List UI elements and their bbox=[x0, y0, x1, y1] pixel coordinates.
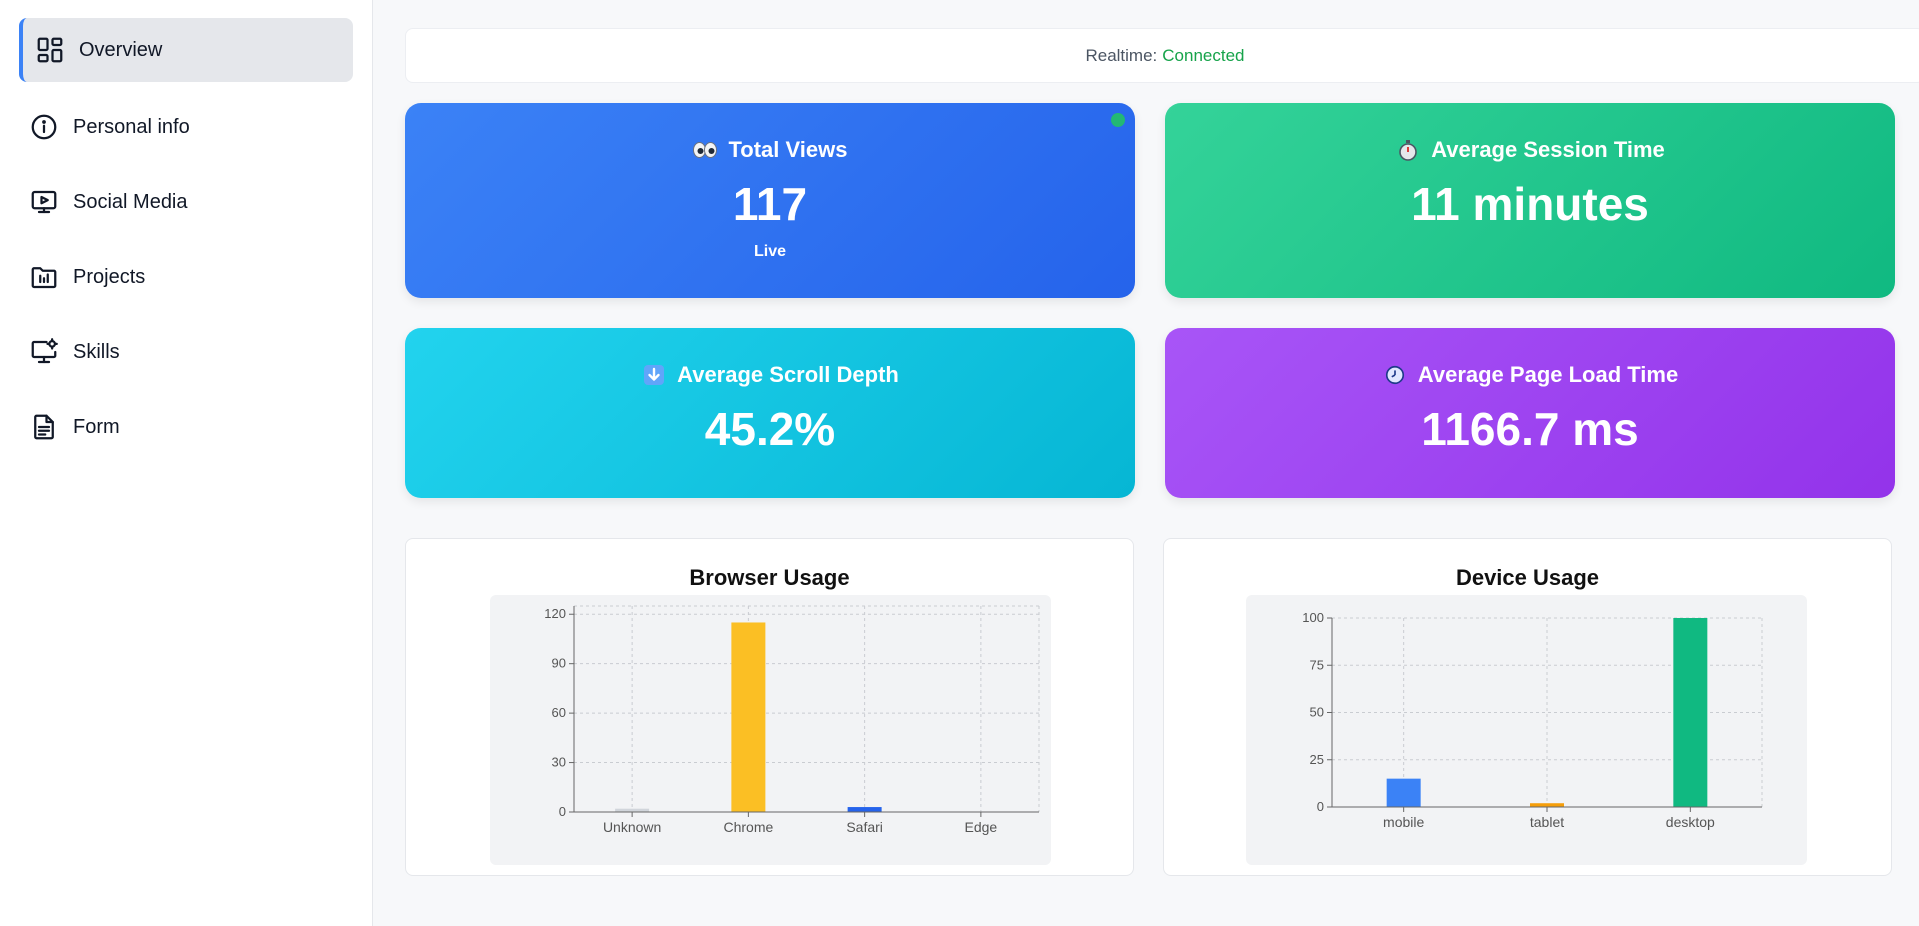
bar-tablet bbox=[1530, 803, 1564, 807]
dashboard-icon bbox=[35, 35, 65, 65]
device-usage-chart: 0 25 50 75 100 mobile tablet desktop bbox=[1302, 610, 1763, 830]
x-tick-label: Edge bbox=[965, 819, 998, 835]
session-time-value: 11 minutes bbox=[1411, 178, 1649, 230]
page-load-value: 1166.7 ms bbox=[1421, 403, 1639, 455]
clock-icon bbox=[1382, 362, 1408, 388]
sidebar-item-form[interactable]: Form bbox=[19, 395, 353, 459]
bar-unknown bbox=[615, 808, 650, 812]
bar-chrome bbox=[731, 622, 766, 812]
page-load-title: Average Page Load Time bbox=[1417, 362, 1679, 387]
scroll-depth-card: Average Scroll Depth 45.2% bbox=[405, 328, 1135, 498]
sidebar-item-personal-info[interactable]: Personal info bbox=[19, 95, 353, 159]
sidebar-item-label: Personal info bbox=[73, 115, 190, 138]
bar-desktop bbox=[1673, 618, 1708, 807]
device-usage-panel: Device Usage 0 25 50 75 100 mobile tablet deskt… bbox=[1163, 538, 1892, 876]
x-tick-label: Unknown bbox=[603, 819, 661, 835]
folder-chart-icon bbox=[29, 262, 59, 292]
sidebar-item-label: Overview bbox=[79, 38, 163, 61]
device-usage-chart-area: 0 25 50 75 100 mobile tablet desktop bbox=[1246, 595, 1807, 865]
total-views-title: Total Views bbox=[728, 137, 848, 162]
monitor-play-icon bbox=[29, 187, 59, 217]
bar-mobile bbox=[1386, 778, 1421, 807]
browser-usage-title: Browser Usage bbox=[689, 565, 850, 590]
x-tick-label: Chrome bbox=[723, 819, 773, 835]
browser-usage-panel: Browser Usage 0 30 60 90 120 Unknown Chrome Saf… bbox=[405, 538, 1134, 876]
page-load-card: Average Page Load Time 1166.7 ms bbox=[1165, 328, 1895, 498]
y-tick-label: 0 bbox=[1317, 799, 1324, 814]
bar-safari bbox=[847, 807, 882, 812]
y-tick-label: 30 bbox=[552, 755, 566, 770]
y-tick-label: 0 bbox=[559, 804, 566, 819]
scroll-depth-title: Average Scroll Depth bbox=[677, 362, 899, 387]
sidebar-item-projects[interactable]: Projects bbox=[19, 245, 353, 309]
monitor-gear-icon bbox=[29, 337, 59, 367]
realtime-label: Realtime: bbox=[1085, 45, 1158, 65]
y-tick-label: 120 bbox=[544, 606, 566, 621]
session-time-card: Average Session Time 11 minutes bbox=[1165, 103, 1895, 298]
sidebar-item-overview[interactable]: Overview bbox=[19, 18, 353, 82]
x-tick-label: tablet bbox=[1530, 814, 1564, 830]
sidebar-item-label: Skills bbox=[73, 340, 120, 363]
total-views-card: Total Views 117 Live bbox=[405, 103, 1135, 298]
browser-usage-chart-area: 0 30 60 90 120 Unknown Chrome Safari Edge bbox=[490, 595, 1051, 865]
scroll-depth-value: 45.2% bbox=[704, 403, 836, 455]
stopwatch-icon bbox=[1395, 137, 1421, 163]
browser-usage-chart: 0 30 60 90 120 Unknown Chrome Safari Edge bbox=[544, 605, 1040, 835]
y-tick-label: 25 bbox=[1310, 752, 1324, 767]
y-tick-label: 60 bbox=[552, 705, 566, 720]
x-tick-label: desktop bbox=[1666, 814, 1715, 830]
sidebar-item-label: Form bbox=[73, 415, 120, 438]
session-time-title: Average Session Time bbox=[1431, 137, 1665, 162]
eyes-icon bbox=[692, 137, 718, 163]
live-indicator-dot bbox=[1111, 113, 1125, 127]
document-icon bbox=[29, 412, 59, 442]
sidebar-item-social-media[interactable]: Social Media bbox=[19, 170, 353, 234]
total-views-live-label: Live bbox=[753, 243, 786, 260]
x-tick-label: mobile bbox=[1383, 814, 1424, 830]
device-usage-title: Device Usage bbox=[1455, 565, 1600, 590]
sidebar-item-skills[interactable]: Skills bbox=[19, 320, 353, 384]
y-tick-label: 100 bbox=[1302, 610, 1324, 625]
total-views-value: 117 bbox=[732, 178, 808, 230]
sidebar: Overview Personal info Social Media Proj… bbox=[0, 0, 373, 926]
down-arrow-icon bbox=[641, 362, 667, 388]
x-tick-label: Safari bbox=[846, 819, 883, 835]
y-tick-label: 50 bbox=[1310, 705, 1324, 720]
sidebar-item-label: Projects bbox=[73, 265, 146, 288]
y-tick-label: 90 bbox=[552, 656, 566, 671]
y-tick-label: 75 bbox=[1310, 657, 1324, 672]
info-icon bbox=[29, 112, 59, 142]
realtime-status: Connected bbox=[1162, 45, 1245, 65]
sidebar-item-label: Social Media bbox=[73, 190, 188, 213]
realtime-status-bar: Realtime: Connected bbox=[405, 28, 1919, 83]
